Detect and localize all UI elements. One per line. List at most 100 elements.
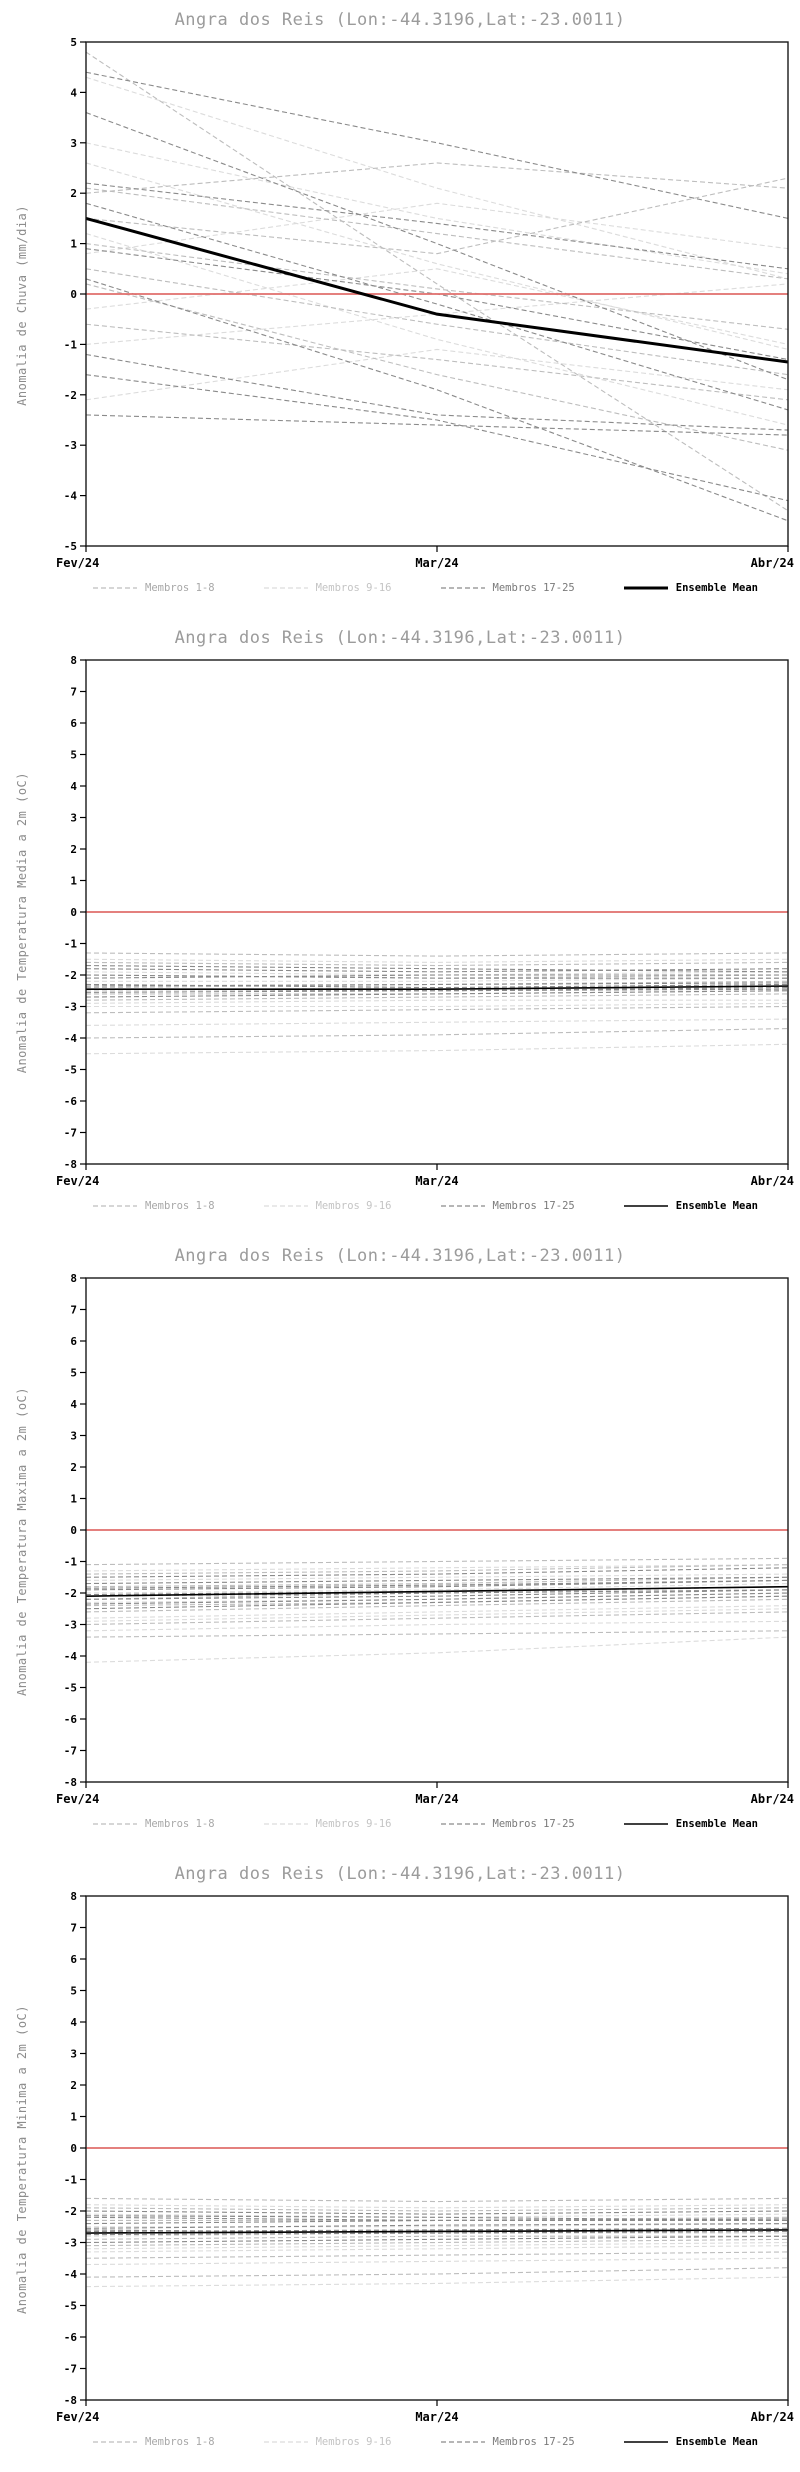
legend-item-m9_16: Membros 9-16 [263, 1200, 391, 1212]
y-tick-label: 4 [70, 2016, 77, 2029]
x-tick-label: Fev/24 [56, 556, 99, 570]
x-tick-label: Mar/24 [415, 556, 458, 570]
member-line [86, 142, 788, 275]
legend-line-swatch [623, 1205, 668, 1207]
plot-svg: -8 -7 -6 -5 -4 -3 -2 -1 0 1 2 3 4 5 6 7 8 Fev/24 Mar/24 Abr… [56, 654, 794, 1188]
y-tick-label: 3 [70, 812, 77, 825]
legend-label: Membros 1-8 [145, 2436, 215, 2448]
member-line [86, 993, 788, 1001]
legend: Membros 1-8 Membros 9-16 Membros 17-25 Ense… [92, 1818, 758, 1830]
member-line [86, 2245, 788, 2253]
y-tick-label: 4 [70, 86, 77, 99]
y-tick-label: -2 [64, 2205, 77, 2218]
member-line [86, 1589, 788, 1600]
y-tick-label: -2 [64, 1587, 77, 1600]
legend: Membros 1-8 Membros 9-16 Membros 17-25 Ense… [92, 582, 758, 594]
member-line [86, 1043, 788, 1055]
y-tick-label: -5 [64, 1682, 77, 1695]
y-tick-label: -7 [64, 1745, 77, 1758]
member-line [86, 1589, 788, 1597]
y-tick-label: 2 [70, 2079, 77, 2092]
y-axis-label: Anomalia de Chuva (mm/dia) [15, 204, 29, 406]
member-line [86, 1636, 788, 1663]
chart-title: Angra dos Reis (Lon:-44.3196,Lat:-23.001… [174, 628, 626, 648]
legend-label: Membros 17-25 [492, 1200, 575, 1212]
member-line [86, 1557, 788, 1566]
legend-item-m1_8: Membros 1-8 [92, 582, 215, 594]
member-line [86, 1608, 788, 1622]
x-tick-label: Abr/24 [751, 1792, 794, 1806]
member-line [86, 2232, 788, 2237]
y-tick-label: 6 [70, 1953, 77, 1966]
y-tick-label: 1 [70, 875, 77, 888]
member-line [86, 1598, 788, 1613]
member-line [86, 2216, 788, 2222]
chart-section-temp-maxima: Angra dos Reis (Lon:-44.3196,Lat:-23.001… [0, 1236, 800, 1854]
plot-svg: -8 -7 -6 -5 -4 -3 -2 -1 0 1 2 3 4 5 6 7 8 Fev/24 Mar/24 Abr… [56, 1272, 794, 1806]
legend-item-m1_8: Membros 1-8 [92, 2436, 215, 2448]
plot-row: Anomalia de Chuva (mm/dia) -5 -4 -3 -2 -1 0 1 2… [12, 32, 800, 578]
legend-item-mean: Ensemble Mean [623, 1200, 758, 1212]
y-tick-label: -2 [64, 389, 77, 402]
legend-line-swatch [93, 1823, 137, 1825]
member-line [86, 2204, 788, 2209]
member-line [86, 2207, 788, 2212]
member-line [86, 51, 788, 512]
legend-item-mean: Ensemble Mean [623, 2436, 758, 2448]
ensemble-mean-line [85, 1585, 789, 1597]
y-tick-label: 0 [70, 1524, 77, 1537]
y-tick-label: -2 [64, 969, 77, 982]
legend-line-swatch [623, 586, 668, 590]
legend-label: Ensemble Mean [675, 582, 758, 594]
member-line [86, 283, 788, 451]
member-line [86, 1592, 788, 1605]
member-line [86, 1579, 788, 1589]
member-line [86, 1002, 788, 1008]
plot-row: Anomalia de Temperatura Minima a 2m (oC)… [12, 1886, 800, 2432]
plot-svg: -8 -7 -6 -5 -4 -3 -2 -1 0 1 2 3 4 5 6 7 8 Fev/24 Mar/24 Abr… [56, 1890, 794, 2424]
legend-line-swatch [440, 1205, 485, 1207]
member-line [86, 1630, 788, 1638]
legend-line-swatch [93, 587, 137, 589]
y-tick-label: 3 [70, 1430, 77, 1443]
y-tick-label: -4 [64, 2268, 78, 2281]
chart-section-chuva: Angra dos Reis (Lon:-44.3196,Lat:-23.001… [0, 0, 800, 618]
member-line [86, 1564, 788, 1575]
y-tick-label: 4 [70, 1398, 77, 1411]
member-line [86, 162, 788, 194]
legend-label: Membros 17-25 [492, 1818, 575, 1830]
y-tick-label: -7 [64, 2363, 77, 2376]
member-line [86, 980, 788, 989]
legend-item-m9_16: Membros 9-16 [263, 1818, 391, 1830]
y-axis-label: Anomalia de Temperatura Media a 2m (oC) [15, 772, 29, 1074]
series-layer [86, 2197, 788, 2288]
legend-line-swatch [93, 1205, 137, 1207]
y-tick-label: 3 [70, 137, 77, 150]
y-tick-label: -1 [64, 938, 78, 951]
legend-line-swatch [623, 2441, 668, 2443]
member-line [86, 202, 788, 411]
y-tick-label: 0 [70, 2142, 77, 2155]
member-line [86, 977, 788, 982]
y-tick-label: 5 [70, 749, 77, 762]
member-line [86, 414, 788, 436]
x-tick-label: Mar/24 [415, 1174, 458, 1188]
member-line [86, 2215, 788, 2221]
member-line [86, 2213, 788, 2218]
member-line [86, 2219, 788, 2225]
y-tick-label: 7 [70, 686, 77, 699]
legend-item-m17_25: Membros 17-25 [440, 1818, 575, 1830]
member-line [86, 2267, 788, 2278]
member-line [86, 348, 788, 401]
member-line [86, 71, 788, 219]
member-line [86, 1573, 788, 1581]
member-line [86, 112, 788, 381]
member-line [86, 1018, 788, 1026]
ensemble-mean-line [85, 216, 789, 364]
y-tick-label: 5 [70, 1985, 77, 1998]
x-tick-label: Mar/24 [415, 2410, 458, 2424]
member-line [86, 2276, 788, 2288]
legend-label: Ensemble Mean [675, 1818, 758, 1830]
legend-line-swatch [440, 2441, 485, 2443]
y-tick-label: -4 [64, 1650, 78, 1663]
